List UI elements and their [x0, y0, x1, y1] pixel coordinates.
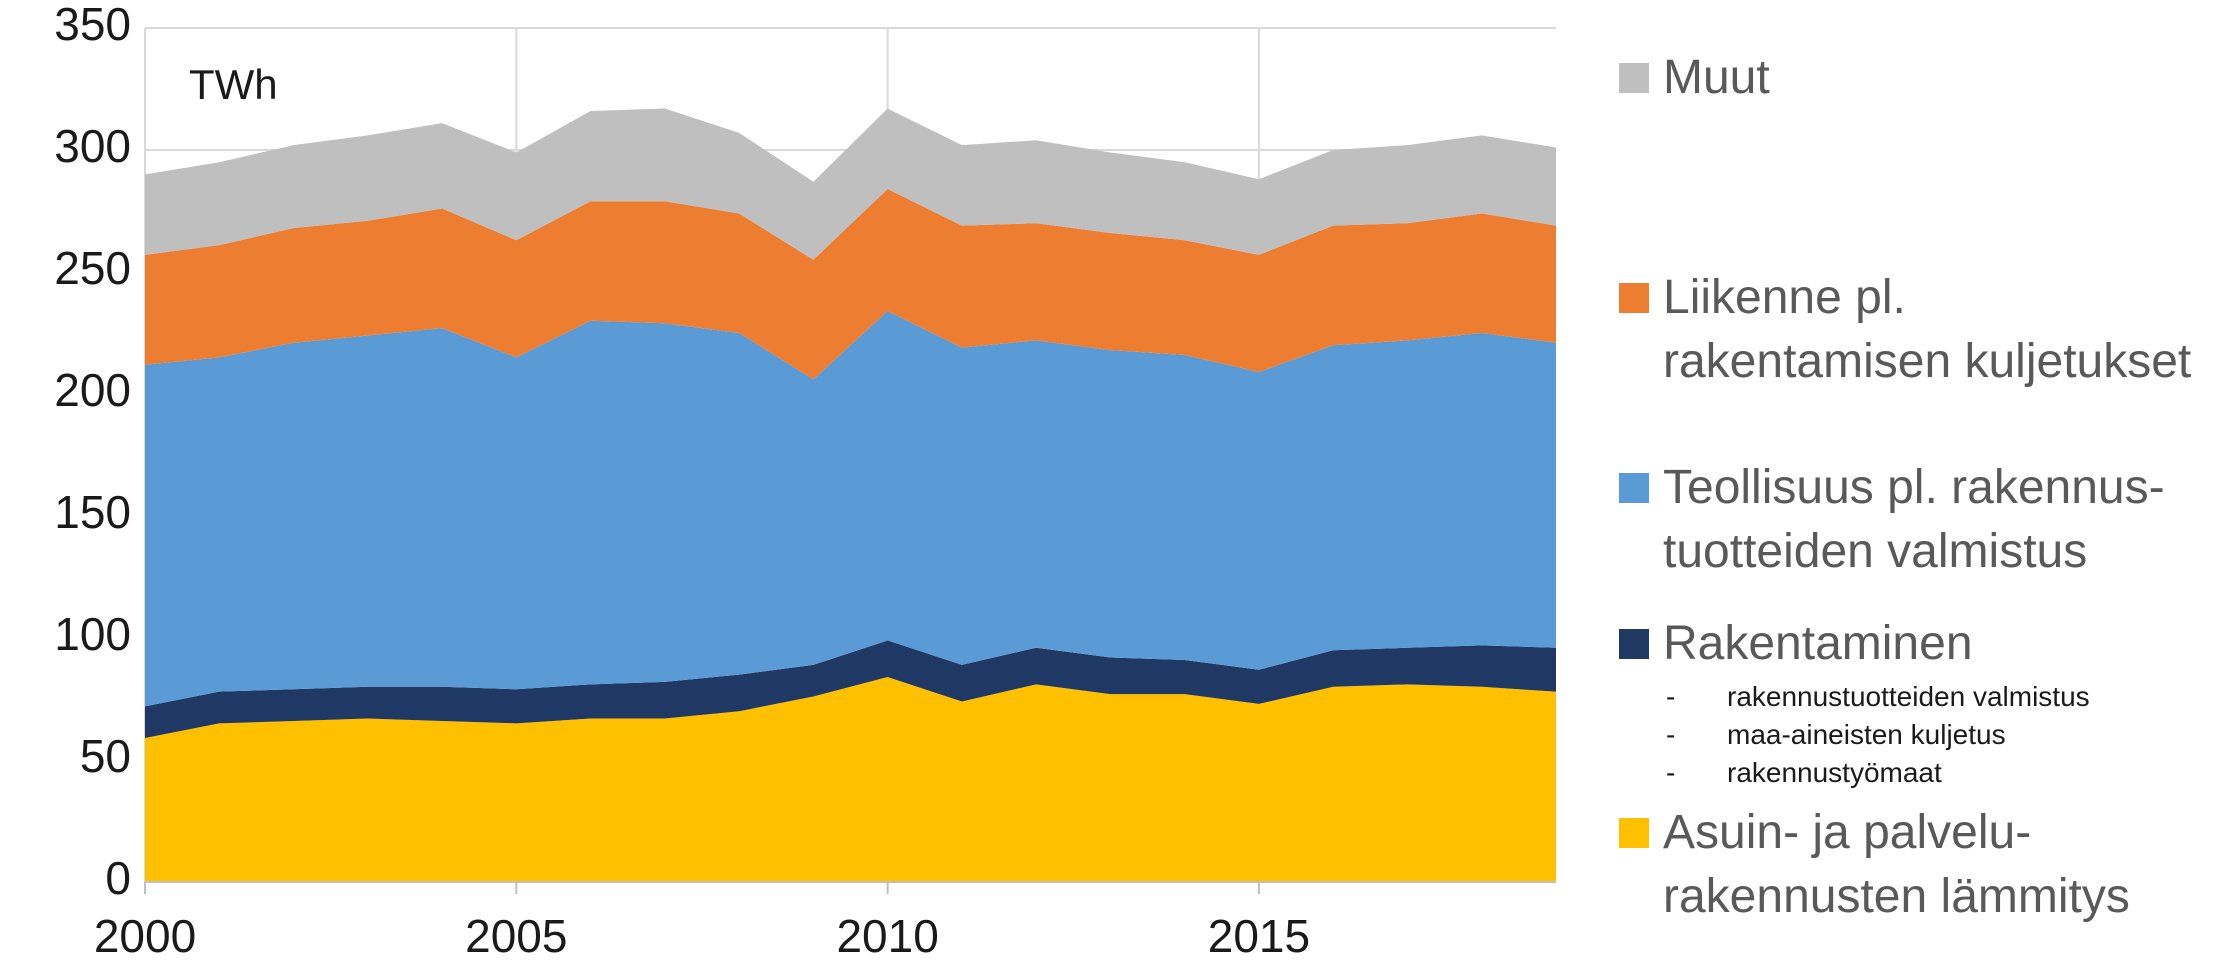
area [145, 189, 1556, 380]
legend-swatch [1619, 629, 1649, 659]
legend-label: Rakentaminen [1663, 617, 1973, 670]
y-tick-label: 300 [54, 120, 131, 172]
y-tick-label: 150 [54, 486, 131, 538]
y-tick-label: 50 [80, 730, 131, 782]
areas [145, 108, 1556, 882]
legend-label: Asuin- ja palvelu- rakennusten lämmitys [1663, 806, 2130, 923]
legend-label: Teollisuus pl. rakennus- tuotteiden valm… [1663, 461, 2165, 578]
x-tick-label: 2015 [1208, 910, 1310, 962]
axes: 0 50 100 150 200 250 300 350 2000 2005 2010 2015 [54, 0, 1556, 962]
legend-note-marker: - [1666, 757, 1676, 788]
area [145, 640, 1556, 739]
legend-swatch [1619, 818, 1649, 848]
area [145, 108, 1556, 260]
legend-note-marker: - [1666, 681, 1676, 712]
y-tick-label: 350 [54, 0, 131, 50]
legend-note: rakennustuotteiden valmistus [1727, 681, 2090, 712]
x-tick-label: 2005 [465, 910, 567, 962]
legend-note: rakennustyömaat [1727, 757, 1942, 788]
legend-swatch [1619, 63, 1649, 93]
y-tick-label: 0 [105, 852, 131, 904]
legend-note-marker: - [1666, 719, 1676, 750]
legend-swatch [1619, 283, 1649, 313]
area [145, 311, 1556, 707]
y-tick-label: 250 [54, 242, 131, 294]
y-tick-label: 100 [54, 608, 131, 660]
legend-label: Muut [1663, 51, 1770, 104]
x-tick-label: 2000 [94, 910, 196, 962]
area [145, 677, 1556, 882]
legend-label: Liikenne pl. rakentamisen kuljetukset [1663, 271, 2192, 388]
unit-annotation: TWh [189, 61, 278, 108]
y-tick-label: 200 [54, 364, 131, 416]
x-tick-label: 2010 [836, 910, 938, 962]
legend-note: maa-aineisten kuljetus [1727, 719, 2006, 750]
legend-swatch [1619, 473, 1649, 503]
